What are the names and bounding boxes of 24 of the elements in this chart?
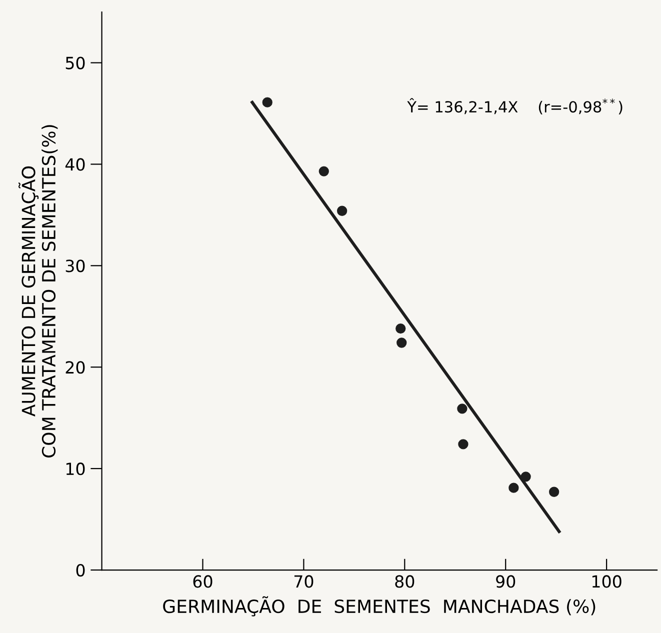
- x-tick-label: 70: [294, 575, 314, 588]
- point: [457, 404, 468, 414]
- point: [458, 439, 468, 450]
- x-tick-label: 80: [395, 575, 414, 588]
- y-tick-label: 10: [66, 462, 85, 476]
- x-tick-label: 60: [193, 575, 212, 588]
- point: [336, 206, 348, 216]
- point: [396, 338, 407, 348]
- y-tick-label: 40: [65, 158, 85, 171]
- y-tick-label: 20: [66, 361, 85, 374]
- y-tick-label: 30: [66, 260, 85, 272]
- point: [396, 323, 406, 334]
- y-tick-label: 0: [76, 564, 85, 577]
- y-tick-label: 50: [66, 56, 85, 70]
- point: [548, 486, 560, 497]
- point: [262, 97, 272, 108]
- annotation: Ŷ= 136,2-1,4X (r=-0,98$^{**}$): [407, 98, 622, 114]
- x-tick-label: 90: [496, 575, 516, 588]
- point: [520, 472, 531, 482]
- point: [508, 482, 519, 493]
- x-tick-label: 100: [592, 575, 622, 588]
- x-axis-title: GERMINAÇÃO DE SEMENTES MANCHADAS (%): [163, 596, 596, 616]
- point: [318, 166, 329, 176]
- y-axis-title: AUMENTO DE GERMINAÇÃO COM TRATAMENTO DE SEMENTES(%): [18, 125, 58, 458]
